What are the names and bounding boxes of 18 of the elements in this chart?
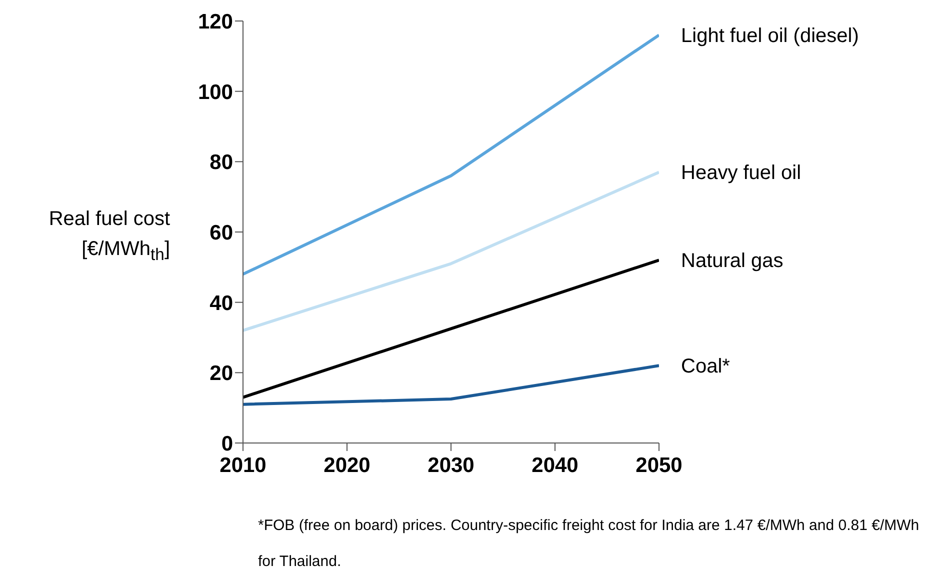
x-tick-label: 2020 [324, 454, 370, 477]
y-tick-label: 60 [210, 221, 233, 244]
x-tick-label: 2030 [428, 454, 474, 477]
y-tick-label: 80 [210, 151, 233, 174]
y-tick-label: 100 [198, 80, 233, 104]
series-label: Coal* [681, 356, 730, 378]
y-tick-label: 120 [198, 10, 233, 34]
y-tick-label: 20 [210, 362, 233, 386]
x-tick-label: 2010 [220, 454, 266, 477]
series-label: Natural gas [681, 250, 784, 272]
x-tick-label: 2050 [636, 454, 682, 477]
x-tick-label: 2040 [532, 454, 578, 477]
series-label: Heavy fuel oil [681, 162, 802, 184]
text: *FOB (free on board) prices. Country-specific freight cost for India are 1.47 €/MWh and 0.81 €/MWh for Thailand. [258, 517, 920, 570]
y-tick-label: 0 [221, 432, 233, 456]
series-label: Light fuel oil (diesel) [681, 25, 859, 48]
y-tick-label: 40 [210, 292, 233, 315]
y-axis-title: Real fuel cost [€/MWh$_{th}$] [48, 207, 170, 266]
